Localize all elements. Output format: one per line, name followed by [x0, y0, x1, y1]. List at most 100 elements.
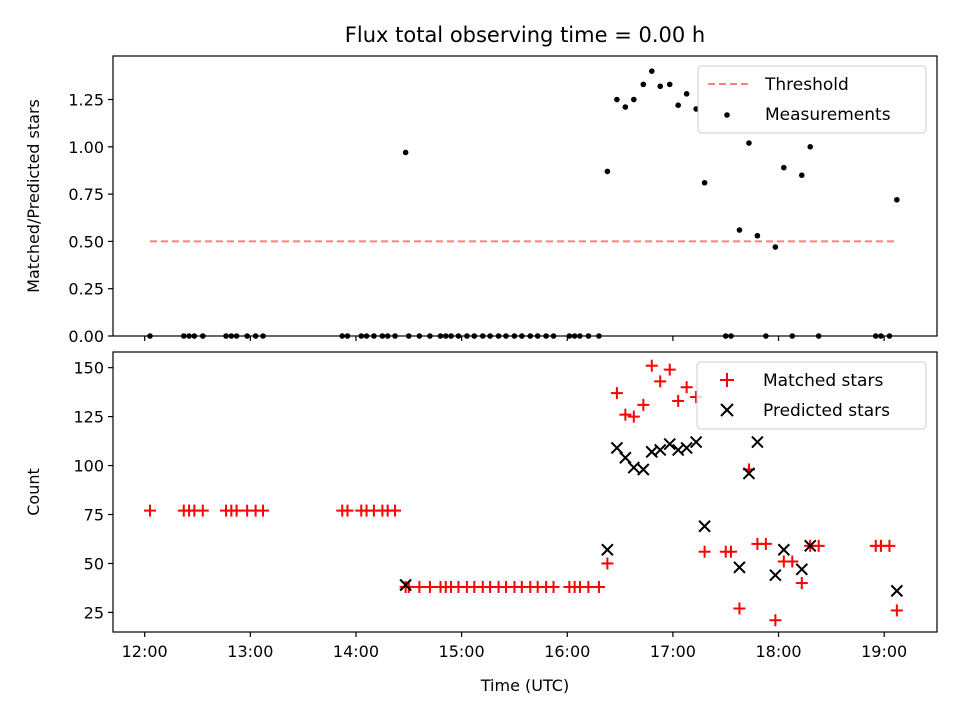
predicted-star-point [654, 443, 667, 457]
y-tick-label: 50 [84, 554, 104, 573]
bottom-x-ticks: 12:00 13:00 14:00 15:00 16:00 17:00 18:00 19:00 [122, 632, 907, 661]
measurement-point [798, 172, 805, 178]
y-tick-label: 150 [73, 359, 104, 378]
measurement-point [657, 83, 664, 90]
measurement-point [736, 227, 743, 233]
matched-star-point [196, 504, 209, 517]
predicted-star-point [795, 563, 808, 576]
legend-matched-label: Matched stars [763, 371, 883, 391]
measurement-point [894, 196, 900, 203]
y-tick-label: 125 [73, 408, 104, 427]
matched-star-point [341, 504, 354, 517]
predicted-star-point [698, 520, 711, 533]
y-tick-label: 0.50 [68, 232, 104, 251]
matched-star-point [389, 504, 402, 517]
measurement-point [402, 149, 409, 156]
matched-star-point [619, 408, 632, 421]
matched-star-point [795, 577, 808, 590]
matched-star-point [883, 539, 896, 552]
bottom-panel: 25 50 75 100 125 150 12:00 13:00 14:00 15:00 16:0… [24, 351, 938, 695]
measurement-point [754, 232, 761, 239]
predicted-stars-points [399, 435, 904, 598]
bottom-legend: Matched stars Predicted stars [696, 361, 927, 430]
top-x-ticks [144, 336, 885, 341]
predicted-star-point [890, 584, 904, 598]
predicted-star-point [733, 561, 746, 574]
legend-threshold-label: Threshold [764, 75, 849, 95]
matched-star-point [698, 545, 711, 558]
matched-star-point [645, 359, 658, 372]
matched-star-point [663, 363, 676, 376]
measurement-point [746, 140, 752, 146]
y-tick-label: 25 [84, 603, 104, 622]
measurement-point [648, 68, 655, 74]
matched-stars-points [143, 359, 903, 627]
x-tick-label: 12:00 [122, 642, 168, 661]
y-tick-label: 1.00 [68, 138, 104, 157]
predicted-star-point [689, 435, 703, 449]
predicted-star-point [742, 467, 756, 480]
bottom-plot-frame [112, 351, 938, 633]
top-panel: 0.00 0.25 0.50 0.75 1.00 1.25 Matched/Predict… [24, 55, 938, 346]
x-tick-label: 18:00 [755, 642, 801, 661]
matched-star-point [423, 580, 436, 593]
matched-star-point [672, 394, 685, 407]
measurement-point [701, 179, 708, 186]
measurement-point [614, 96, 620, 103]
matched-star-point [786, 555, 799, 568]
measurement-point [631, 96, 637, 103]
x-tick-label: 14:00 [333, 642, 379, 661]
matched-star-point [890, 604, 903, 617]
chart-title: Flux total observing time = 0.00 h [345, 23, 705, 47]
x-tick-label: 19:00 [861, 642, 907, 661]
measurement-point [781, 164, 787, 171]
top-y-axis-label: Matched/Predicted stars [24, 99, 43, 293]
predicted-star-point [751, 435, 764, 449]
bottom-y-ticks: 25 50 75 100 125 150 [73, 359, 113, 622]
measurement-point [622, 104, 629, 110]
matched-star-point [769, 614, 782, 627]
top-y-ticks: 0.00 0.25 0.50 0.75 1.00 1.25 [68, 91, 113, 346]
matched-star-point [733, 602, 746, 615]
bottom-x-axis-label: Time (UTC) [480, 676, 569, 695]
legend-predicted-label: Predicted stars [763, 401, 890, 421]
top-legend-box [697, 65, 927, 134]
measurement-point [640, 81, 647, 88]
measurement-point [666, 81, 673, 88]
predicted-star-point [663, 437, 676, 451]
predicted-star-point [804, 539, 817, 553]
x-tick-label: 17:00 [650, 642, 696, 661]
matched-star-point [680, 381, 693, 394]
measurement-point [807, 144, 814, 150]
bottom-legend-box [696, 361, 927, 430]
matched-star-point [725, 545, 737, 558]
y-tick-label: 0.00 [68, 327, 104, 346]
y-tick-label: 1.25 [68, 91, 104, 110]
legend-predicted-swatch [720, 403, 734, 417]
y-tick-label: 100 [73, 457, 104, 476]
matched-star-point [637, 398, 650, 411]
top-plot-frame [112, 55, 938, 337]
matched-star-point [592, 580, 605, 593]
predicted-star-point [680, 441, 693, 455]
matched-star-point [812, 539, 825, 552]
matched-star-point [547, 580, 560, 593]
y-tick-label: 0.75 [68, 185, 104, 204]
x-tick-label: 16:00 [544, 642, 590, 661]
bottom-y-axis-label: Count [24, 468, 43, 516]
measurement-point [604, 168, 611, 175]
matched-star-point [627, 410, 640, 423]
x-tick-label: 15:00 [439, 642, 485, 661]
legend-measurements-label: Measurements [765, 105, 891, 125]
matched-star-point [582, 580, 595, 593]
predicted-star-point [637, 463, 650, 476]
matched-star-point [257, 504, 270, 517]
predicted-star-point [769, 569, 782, 582]
legend-matched-swatch [720, 373, 734, 387]
matched-star-point [230, 504, 243, 517]
measurement-point [772, 244, 779, 250]
matched-star-point [601, 557, 614, 570]
matched-star-point [413, 580, 426, 593]
measurement-point [675, 102, 681, 108]
